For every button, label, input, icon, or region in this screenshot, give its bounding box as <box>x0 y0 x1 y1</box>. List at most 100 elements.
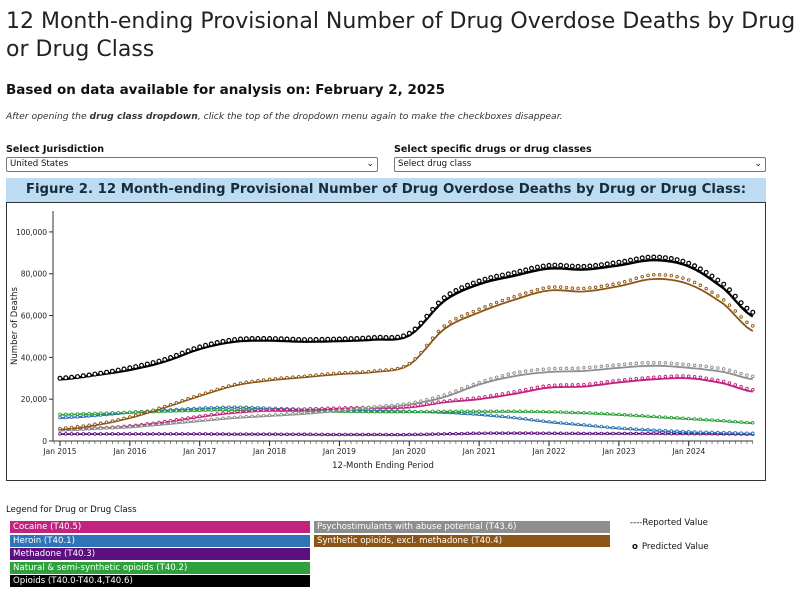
predicted-point-synthetic <box>314 373 318 377</box>
predicted-point-methadone <box>390 432 394 437</box>
predicted-point-methadone <box>267 432 272 436</box>
predicted-point-psychostimulants <box>192 419 196 423</box>
predicted-point-natural <box>227 407 231 412</box>
predicted-point-cocaine <box>681 374 685 378</box>
predicted-point-synthetic <box>622 280 627 284</box>
predicted-point-natural <box>745 420 749 425</box>
predicted-point-methadone <box>407 432 412 437</box>
predicted-point-natural <box>395 410 400 414</box>
predicted-point-psychostimulants <box>669 361 674 365</box>
predicted-point-opioids <box>447 291 453 297</box>
predicted-point-methadone <box>611 431 615 436</box>
predicted-point-synthetic <box>197 393 202 397</box>
drug-class-select[interactable]: Select drug class ⌄ <box>394 157 766 172</box>
predicted-point-natural <box>716 418 720 423</box>
predicted-point-opioids <box>686 260 692 266</box>
predicted-point-opioids <box>220 338 226 344</box>
chevron-down-icon: ⌄ <box>754 159 762 169</box>
predicted-point-opioids <box>406 330 412 336</box>
predicted-point-synthetic <box>360 370 365 374</box>
predicted-point-psychostimulants <box>180 420 184 424</box>
predicted-point-psychostimulants <box>296 411 301 416</box>
predicted-point-cocaine <box>442 399 446 404</box>
predicted-point-methadone <box>209 432 214 436</box>
legend-item[interactable]: Psychostimulants with abuse potential (T… <box>314 521 610 533</box>
predicted-point-opioids <box>307 337 313 343</box>
predicted-point-natural <box>366 409 371 414</box>
predicted-point-opioids <box>325 336 331 342</box>
x-tick-label: Jan 2024 <box>671 447 705 456</box>
predicted-point-heroin <box>570 422 575 426</box>
predicted-point-methadone <box>145 432 150 436</box>
predicted-point-opioids <box>104 369 110 375</box>
legend-item[interactable]: Synthetic opioids, excl. methadone (T40.… <box>314 535 610 547</box>
predicted-point-synthetic <box>698 283 703 288</box>
predicted-point-psychostimulants <box>448 391 452 395</box>
predicted-point-methadone <box>588 431 592 436</box>
predicted-point-methadone <box>163 432 167 436</box>
predicted-point-psychostimulants <box>646 360 650 365</box>
predicted-point-methadone <box>541 431 545 435</box>
predicted-point-synthetic <box>593 285 598 289</box>
legend-item[interactable]: Natural & semi-synthetic opioids (T40.2) <box>10 562 310 574</box>
predicted-point-opioids <box>546 262 552 268</box>
predicted-point-psychostimulants <box>675 361 679 366</box>
page-title: 12 Month-ending Provisional Number of Dr… <box>6 9 796 62</box>
predicted-point-cocaine <box>267 408 272 412</box>
predicted-point-opioids <box>563 263 569 269</box>
predicted-point-heroin <box>471 412 476 416</box>
predicted-point-psychostimulants <box>413 400 417 405</box>
predicted-point-methadone <box>553 431 557 436</box>
legend-item[interactable]: Cocaine (T40.5) <box>10 521 310 533</box>
predicted-point-methadone <box>372 432 377 437</box>
predicted-point-methadone <box>261 432 266 436</box>
predicted-point-heroin <box>698 430 703 434</box>
predicted-point-opioids <box>639 255 645 261</box>
predicted-point-opioids <box>558 262 564 268</box>
predicted-point-opioids <box>459 285 465 291</box>
legend-item[interactable]: Methadone (T40.3) <box>10 548 310 560</box>
predicted-point-cocaine <box>640 376 644 380</box>
predicted-point-psychostimulants <box>733 370 738 374</box>
predicted-point-synthetic <box>69 425 74 430</box>
predicted-point-opioids <box>272 336 278 342</box>
predicted-point-psychostimulants <box>611 363 615 367</box>
predicted-point-cocaine <box>599 380 604 385</box>
predicted-point-synthetic <box>471 309 476 314</box>
predicted-point-synthetic <box>425 343 429 348</box>
predicted-point-psychostimulants <box>558 366 563 371</box>
predicted-point-synthetic <box>232 382 237 387</box>
predicted-point-psychostimulants <box>657 360 662 365</box>
predicted-point-methadone <box>494 431 499 435</box>
predicted-point-methadone <box>232 432 237 436</box>
predicted-point-opioids <box>255 336 261 342</box>
predicted-point-methadone <box>64 432 68 436</box>
predicted-point-heroin <box>523 417 528 421</box>
predicted-point-opioids <box>168 355 174 361</box>
predicted-point-opioids <box>121 366 127 372</box>
predicted-point-methadone <box>302 432 307 437</box>
predicted-point-psychostimulants <box>81 427 86 431</box>
predicted-point-opioids <box>726 287 732 293</box>
predicted-point-synthetic <box>372 369 377 373</box>
jurisdiction-select[interactable]: United States ⌄ <box>6 157 378 172</box>
predicted-point-opioids <box>523 267 529 273</box>
predicted-point-natural <box>215 408 219 412</box>
y-tick-label: 0 <box>42 437 47 446</box>
predicted-point-natural <box>523 409 528 414</box>
predicted-point-methadone <box>186 432 190 436</box>
predicted-point-natural <box>506 409 511 414</box>
predicted-point-opioids <box>86 372 92 378</box>
legend-item[interactable]: Heroin (T40.1) <box>10 535 310 547</box>
predicted-point-cocaine <box>564 383 569 387</box>
x-tick-label: Jan 2017 <box>182 447 216 456</box>
predicted-point-psychostimulants <box>256 414 260 418</box>
predicted-point-heroin <box>686 430 691 434</box>
predicted-point-psychostimulants <box>727 368 732 372</box>
predicted-point-cocaine <box>279 407 283 412</box>
legend-item[interactable]: Opioids (T40.0-T40.4,T40.6) <box>10 575 310 587</box>
predicted-point-methadone <box>244 432 249 436</box>
predicted-point-cocaine <box>180 417 184 421</box>
predicted-point-methadone <box>320 432 324 437</box>
predicted-point-natural <box>81 412 86 416</box>
